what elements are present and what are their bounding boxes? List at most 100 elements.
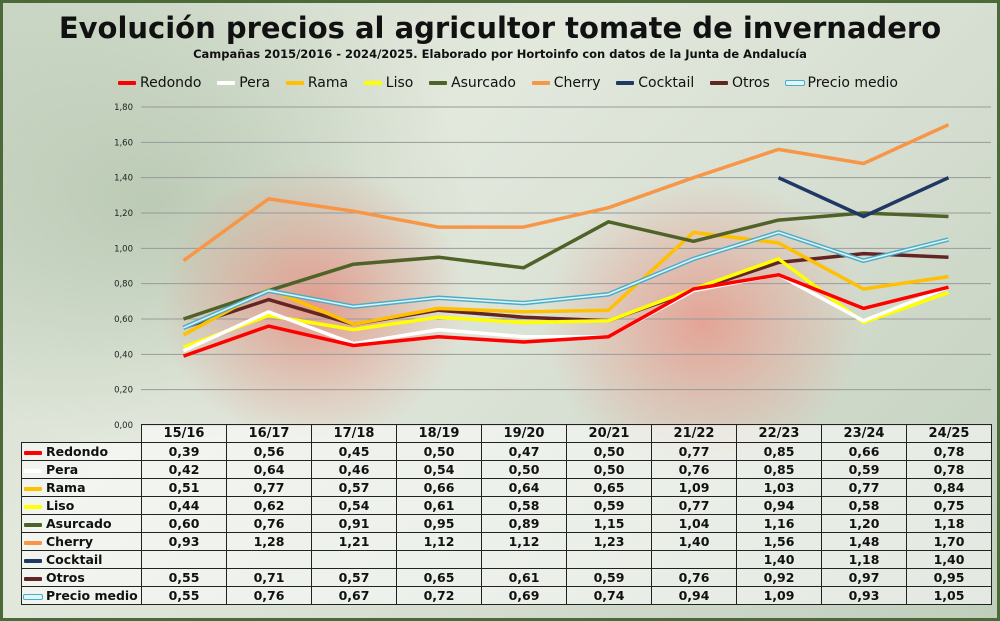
legend-swatch: [118, 81, 136, 85]
y-tick-label: 0,60: [114, 315, 133, 325]
table-row: Pera 0,42 0,64 0,46 0,54 0,50 0,50 0,76 0,85 0,59…: [21, 460, 992, 479]
data-cell: 0,78: [906, 442, 992, 461]
legend-label: Liso: [385, 75, 414, 91]
row-label: Pera: [21, 460, 142, 479]
legend-item: Precio medio: [785, 75, 898, 91]
data-cell: 0,45: [311, 442, 397, 461]
category-label: 17/18: [311, 424, 397, 443]
legend-swatch: [531, 81, 550, 85]
row-label: Otros: [21, 568, 142, 587]
data-cell: 0,66: [396, 478, 482, 497]
legend-item: Rama: [285, 75, 349, 91]
data-cell: 0,55: [141, 568, 227, 587]
data-cell: [481, 550, 567, 569]
legend-swatch: [709, 81, 728, 85]
data-cell: 0,59: [821, 460, 907, 479]
data-cell: 0,50: [396, 442, 482, 461]
data-cell: 0,89: [481, 514, 567, 533]
data-table: 15/16 16/17 17/18 18/19 19/20 20/21 21/22 22/23…: [21, 424, 992, 605]
data-cell: 1,09: [651, 478, 737, 497]
y-tick-label: 1,20: [114, 209, 133, 219]
series-line-cocktail: [777, 176, 950, 219]
category-label: 23/24: [821, 424, 907, 443]
data-cell: 0,78: [906, 460, 992, 479]
data-cell: 0,85: [736, 442, 822, 461]
row-swatch: [24, 504, 42, 509]
table-header-row: 15/16 16/17 17/18 18/19 19/20 20/21 21/22 22/23…: [21, 424, 992, 443]
data-cell: 1,18: [906, 514, 992, 533]
table-row: Rama 0,51 0,77 0,57 0,66 0,64 0,65 1,09 1,03 0,77…: [21, 478, 992, 497]
category-label: 19/20: [481, 424, 567, 443]
data-cell: 1,12: [396, 532, 482, 551]
data-cell: 1,16: [736, 514, 822, 533]
category-label: 24/25: [906, 424, 992, 443]
category-label: 20/21: [566, 424, 652, 443]
data-cell: 0,85: [736, 460, 822, 479]
data-cell: 0,94: [651, 586, 737, 605]
data-cell: 1,40: [906, 550, 992, 569]
row-label: Rama: [21, 478, 142, 497]
y-tick-label: 1,00: [114, 244, 133, 254]
data-cell: 0,94: [736, 496, 822, 515]
data-cell: 0,60: [141, 514, 227, 533]
row-label: Liso: [21, 496, 142, 515]
row-swatch: [24, 486, 42, 491]
table-row: Redondo 0,39 0,56 0,45 0,50 0,47 0,50 0,77 0,85 0…: [21, 442, 992, 461]
row-name: Cherry: [46, 534, 94, 549]
legend-label: Precio medio: [807, 75, 898, 91]
row-label: Redondo: [21, 442, 142, 461]
data-cell: 0,54: [311, 496, 397, 515]
data-cell: [566, 550, 652, 569]
series-line-cherry: [182, 123, 950, 263]
data-cell: 0,59: [566, 568, 652, 587]
data-cell: 0,55: [141, 586, 227, 605]
series-line-precio-medio: [183, 231, 949, 329]
data-cell: 0,58: [481, 496, 567, 515]
row-swatch: [24, 594, 42, 599]
data-cell: 1,40: [651, 532, 737, 551]
data-cell: 1,56: [736, 532, 822, 551]
data-cell: 1,23: [566, 532, 652, 551]
table-row: Asurcado 0,60 0,76 0,91 0,95 0,89 1,15 1,04 1,16…: [21, 514, 992, 533]
legend-swatch: [429, 81, 448, 85]
legend-item: Liso: [363, 75, 414, 91]
chart-title: Evolución precios al agricultor tomate d…: [58, 11, 942, 45]
legend-swatch: [785, 81, 804, 85]
data-cell: 0,50: [566, 460, 652, 479]
data-cell: 0,59: [566, 496, 652, 515]
y-tick-label: 0,40: [114, 350, 133, 360]
data-cell: 0,66: [821, 442, 907, 461]
data-cell: 0,77: [651, 496, 737, 515]
data-cell: 1,70: [906, 532, 992, 551]
data-cell: [141, 550, 227, 569]
row-name: Otros: [46, 570, 85, 585]
row-swatch: [24, 558, 42, 563]
chart-subtitle: Campañas 2015/2016 - 2024/2025. Elaborad…: [193, 47, 807, 61]
table-row: Cocktail 1,40 1,18 1,40: [21, 550, 992, 569]
data-cell: 0,39: [141, 442, 227, 461]
data-cell: [651, 550, 737, 569]
row-name: Redondo: [46, 444, 109, 459]
row-swatch: [24, 576, 42, 581]
category-label: 22/23: [736, 424, 822, 443]
data-cell: 0,50: [566, 442, 652, 461]
table-row: Cherry 0,93 1,28 1,21 1,12 1,12 1,23 1,40 1,56 1,…: [21, 532, 992, 551]
data-cell: 0,91: [311, 514, 397, 533]
legend-label: Rama: [307, 75, 349, 91]
data-cell: 0,47: [481, 442, 567, 461]
y-tick-label: 1,60: [114, 138, 133, 148]
data-cell: 0,61: [396, 496, 482, 515]
data-cell: 0,67: [311, 586, 397, 605]
data-cell: 0,72: [396, 586, 482, 605]
row-swatch: [24, 540, 42, 545]
y-tick-label: 0,80: [114, 280, 133, 290]
series-line-rama: [182, 230, 949, 337]
data-cell: 1,12: [481, 532, 567, 551]
table-corner: [21, 424, 142, 443]
chart-legend: Redondo Pera Rama Liso Asurcado Cherry Cocktai…: [118, 72, 898, 94]
row-name: Pera: [46, 462, 79, 477]
table-row: Otros 0,55 0,71 0,57 0,65 0,61 0,59 0,76 0,92 0,9…: [21, 568, 992, 587]
legend-label: Pera: [239, 75, 271, 91]
legend-swatch: [616, 81, 635, 85]
data-cell: 0,50: [481, 460, 567, 479]
